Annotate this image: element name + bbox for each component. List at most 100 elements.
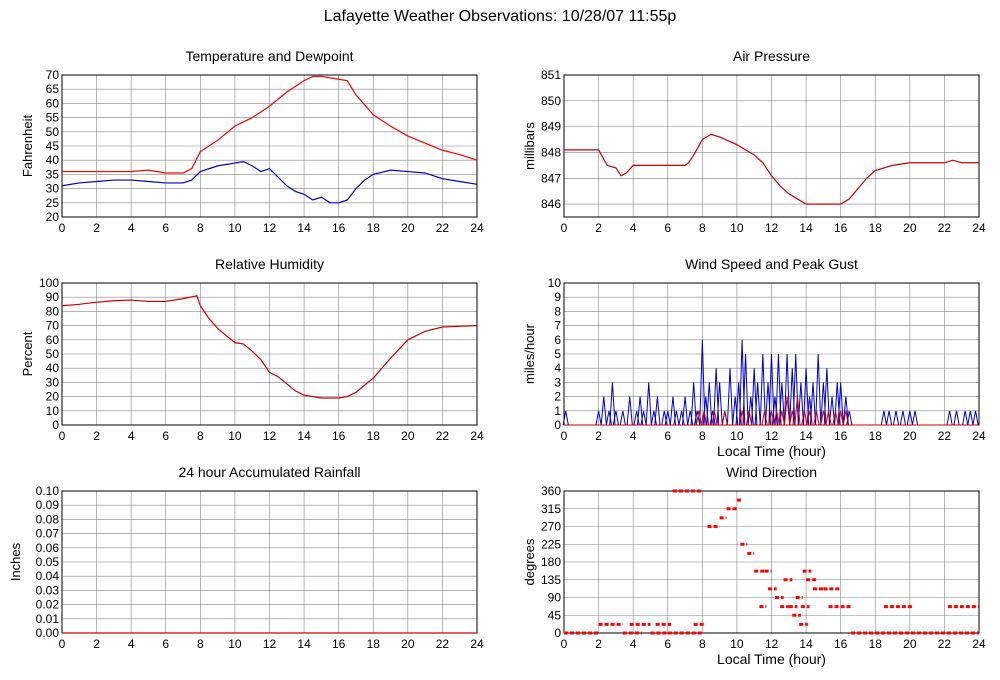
x-tick-label: 12 xyxy=(263,429,277,443)
x-tick-label: 6 xyxy=(664,429,671,443)
wind-spike-1 xyxy=(700,410,708,426)
series-line-0 xyxy=(61,295,478,399)
x-tick-label: 20 xyxy=(401,429,415,443)
humidity-chart: 0 2 4 6 8 10 12 14 16 18 20 22 240102030405060708090… xyxy=(20,256,484,443)
y-tick-label: 8 xyxy=(554,304,561,318)
x-tick-label: 14 xyxy=(799,637,813,651)
y-tick-label: 0 xyxy=(554,626,561,640)
wind-spike-1 xyxy=(813,410,820,426)
x-tick-label: 8 xyxy=(699,221,706,235)
x-tick-label: 16 xyxy=(834,429,848,443)
wind-spike-0 xyxy=(775,353,782,426)
y-tick-label: 0 xyxy=(52,418,59,432)
y-tick-label: 0.07 xyxy=(36,527,60,541)
y-tick-label: 25 xyxy=(46,196,60,210)
x-tick-label: 4 xyxy=(128,221,135,235)
wind-spike-0 xyxy=(636,396,644,426)
wind-spike-0 xyxy=(681,396,689,426)
plot-frame xyxy=(61,74,478,218)
x-tick-label: 8 xyxy=(699,429,706,443)
wind-spike-1 xyxy=(806,410,813,426)
y-tick-label: 90 xyxy=(548,591,562,605)
wind-spike-0 xyxy=(605,410,613,426)
y-tick-label: 40 xyxy=(46,153,60,167)
wind-spike-0 xyxy=(880,410,887,426)
x-tick-label: 8 xyxy=(699,637,706,651)
wind-spike-1 xyxy=(768,410,775,426)
wind-spike-0 xyxy=(640,410,647,426)
x-tick-label: 0 xyxy=(561,637,568,651)
chart-title: 24 hour Accumulated Rainfall xyxy=(178,464,360,480)
y-tick-label: 225 xyxy=(541,537,561,551)
wind-spike-1 xyxy=(837,410,844,426)
y-tick-label: 0.04 xyxy=(36,569,60,583)
wind-spike-0 xyxy=(645,382,652,426)
x-tick-label: 22 xyxy=(938,221,952,235)
wind-spike-0 xyxy=(809,382,817,426)
wind-spike-0 xyxy=(783,353,791,426)
x-tick-label: 2 xyxy=(595,637,602,651)
series-line-0 xyxy=(62,75,478,174)
x-tick-label: 14 xyxy=(297,637,311,651)
y-tick-label: 0.08 xyxy=(36,512,60,526)
y-tick-label: 847 xyxy=(541,171,561,185)
x-tick-label: 22 xyxy=(436,637,450,651)
y-tick-label: 45 xyxy=(548,608,562,622)
x-tick-label: 22 xyxy=(938,637,952,651)
x-tick-label: 2 xyxy=(93,637,100,651)
x-tick-label: 10 xyxy=(228,637,242,651)
wind-spike-0 xyxy=(885,410,893,426)
y-tick-label: 50 xyxy=(46,125,60,139)
x-tick-label: 2 xyxy=(93,221,100,235)
wind-spike-0 xyxy=(771,396,779,426)
y-tick-label: 6 xyxy=(554,333,561,347)
x-tick-label: 8 xyxy=(197,221,204,235)
wind-spike-1 xyxy=(794,396,801,426)
x-tick-label: 18 xyxy=(367,429,381,443)
y-tick-label: 40 xyxy=(46,361,60,375)
wind-spike-0 xyxy=(609,382,616,426)
x-tick-label: 24 xyxy=(470,221,484,235)
x-tick-label: 22 xyxy=(938,429,952,443)
x-tick-label: 22 xyxy=(436,429,450,443)
chart-title: Air Pressure xyxy=(733,48,810,64)
y-axis-label: Percent xyxy=(20,331,35,376)
x-tick-label: 24 xyxy=(470,429,484,443)
wind-spike-0 xyxy=(906,410,913,426)
x-tick-label: 6 xyxy=(162,637,169,651)
y-tick-label: 10 xyxy=(46,404,60,418)
rainfall-chart: 0 2 4 6 8 10 12 14 16 18 20 22 240.000.010.020.030.0… xyxy=(8,464,484,651)
y-tick-label: 30 xyxy=(46,375,60,389)
x-tick-label: 0 xyxy=(561,429,568,443)
wind-spike-0 xyxy=(687,410,694,426)
x-tick-label: 4 xyxy=(630,637,637,651)
x-tick-label: 18 xyxy=(367,221,381,235)
y-tick-label: 180 xyxy=(541,555,561,569)
x-tick-label: 6 xyxy=(162,221,169,235)
x-tick-label: 16 xyxy=(332,637,346,651)
x-tick-label: 18 xyxy=(367,637,381,651)
wind-spike-0 xyxy=(619,410,626,426)
x-tick-label: 12 xyxy=(765,429,779,443)
wind-spike-0 xyxy=(673,410,680,426)
x-tick-label: 24 xyxy=(972,429,986,443)
wind-spike-1 xyxy=(695,410,702,426)
y-tick-label: 0.01 xyxy=(36,612,60,626)
y-axis-label: degrees xyxy=(522,538,537,585)
y-tick-label: 0.05 xyxy=(36,555,60,569)
wind-spike-0 xyxy=(664,410,671,426)
x-tick-label: 2 xyxy=(595,429,602,443)
x-tick-label: 20 xyxy=(903,221,917,235)
wind-spike-0 xyxy=(742,353,749,426)
chart-title: Wind Speed and Peak Gust xyxy=(685,256,858,272)
y-tick-label: 0.09 xyxy=(36,498,60,512)
wind-spike-0 xyxy=(911,410,919,426)
x-tick-label: 18 xyxy=(869,221,883,235)
wind-spike-0 xyxy=(892,410,900,426)
temperature-chart: 0 2 4 6 8 10 12 14 16 18 20 22 242025303540455055606… xyxy=(20,48,484,235)
wind-spike-0 xyxy=(953,410,960,426)
wind-spike-0 xyxy=(694,410,701,426)
wind-spike-0 xyxy=(823,368,830,426)
y-tick-label: 315 xyxy=(541,502,561,516)
